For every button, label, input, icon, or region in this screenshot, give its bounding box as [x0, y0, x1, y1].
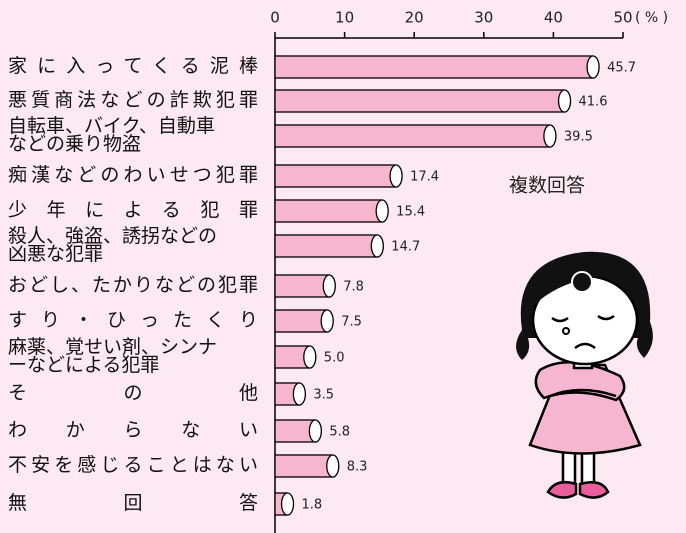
bar-cap: [280, 492, 295, 516]
bar-cap: [586, 55, 600, 79]
x-tick-label: 10: [335, 9, 354, 27]
character-illustration: [516, 251, 653, 499]
bar-cap: [308, 419, 323, 443]
x-tick-label: 40: [544, 9, 563, 27]
annotation: 複数回答: [509, 175, 585, 197]
bar: [274, 274, 330, 298]
value-label: 7.8: [343, 280, 364, 295]
bar-cap: [326, 454, 340, 478]
bar: [274, 124, 551, 148]
category-label: おどし、たかりなどの犯罪: [8, 274, 258, 296]
bar: [274, 89, 566, 113]
category-label: 自転車、バイク、自動車 などの乗り物盗: [8, 115, 215, 155]
value-label: 5.8: [329, 425, 350, 440]
value-label: 41.6: [579, 95, 608, 110]
category-label: 悪質商法などの詐欺犯罪: [8, 89, 258, 111]
bar-cap: [557, 89, 572, 113]
bar: [274, 55, 594, 79]
bar-cap: [320, 309, 334, 333]
bar: [274, 309, 328, 333]
value-label: 5.0: [324, 351, 345, 366]
value-label: 7.5: [341, 315, 362, 330]
bar: [274, 164, 397, 188]
category-label: 不安を感じることはない: [8, 454, 258, 476]
x-tick-label: 50: [613, 9, 632, 27]
x-tick-label: 30: [474, 9, 493, 27]
x-unit: ( % ): [635, 10, 668, 26]
category-label: 麻薬、覚せい剤、シンナ ーなどによる犯罪: [8, 336, 218, 376]
category-label: 殺人、強盗、誘拐などの 凶悪な犯罪: [8, 225, 218, 265]
x-tick-label: 0: [270, 9, 280, 27]
bar: [274, 234, 378, 258]
value-label: 45.7: [607, 61, 636, 76]
x-tick-label: 20: [405, 9, 424, 27]
bar: [274, 199, 383, 223]
bar-cap: [303, 345, 317, 369]
value-label: 39.5: [564, 130, 593, 145]
category-label: 少年による犯罪: [8, 199, 258, 221]
value-label: 14.7: [391, 240, 420, 255]
bar-cap: [543, 124, 557, 148]
bar-cap: [389, 164, 403, 188]
bar-cap: [370, 234, 384, 258]
value-label: 8.3: [347, 460, 368, 475]
category-label: 無回答: [8, 492, 258, 514]
category-label: その他: [8, 382, 258, 404]
category-label: すり・ひったくり: [8, 309, 258, 331]
bar-cap: [375, 199, 389, 223]
value-label: 3.5: [313, 388, 334, 403]
bar: [274, 454, 334, 478]
value-label: 1.8: [302, 498, 323, 513]
category-label: わからない: [8, 419, 258, 441]
value-label: 17.4: [410, 170, 439, 185]
category-label: 家に入ってくる泥棒: [8, 55, 258, 77]
bar-cap: [292, 382, 307, 406]
bar-cap: [322, 274, 336, 298]
value-label: 15.4: [396, 205, 425, 220]
category-label: 痴漢などのわいせつ犯罪: [8, 164, 258, 186]
